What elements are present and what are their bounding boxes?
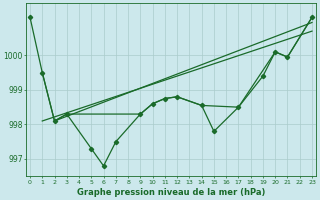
X-axis label: Graphe pression niveau de la mer (hPa): Graphe pression niveau de la mer (hPa) <box>77 188 265 197</box>
